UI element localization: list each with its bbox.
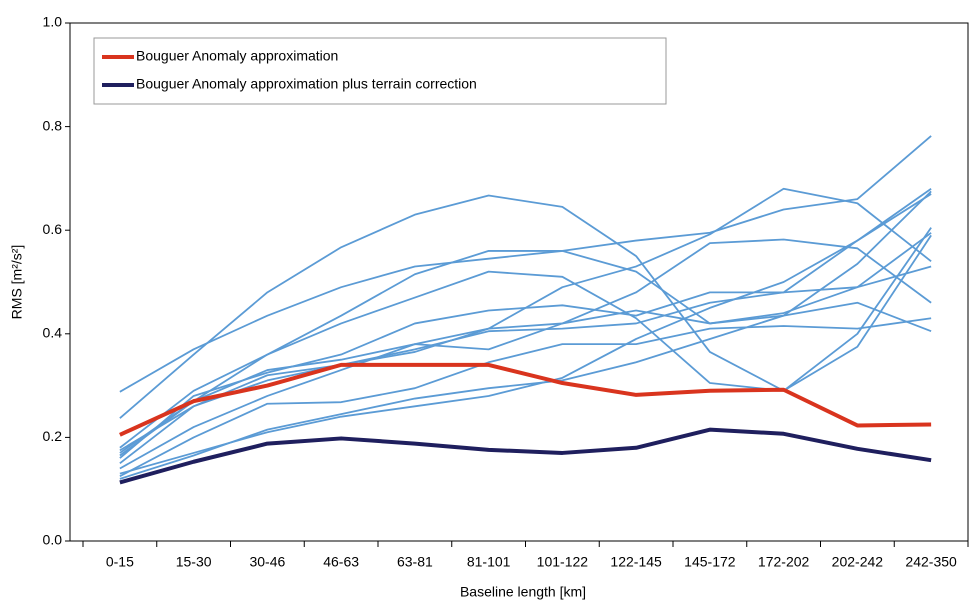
series-line <box>119 427 932 485</box>
y-axis-label: RMS [m²/s²] <box>9 245 25 320</box>
y-tick-label: 0.8 <box>43 117 63 133</box>
sample-line <box>119 265 932 459</box>
sample-line <box>119 187 932 452</box>
x-tick-label: 122-145 <box>610 554 662 570</box>
sample-line <box>119 193 932 475</box>
x-tick-label: 30-46 <box>249 554 285 570</box>
sample-line <box>119 194 932 419</box>
x-axis-label: Baseline length [km] <box>460 584 586 600</box>
x-tick-label: 202-242 <box>832 554 884 570</box>
sample-line <box>119 190 932 480</box>
sample-line <box>119 301 932 470</box>
sample-line <box>119 188 932 465</box>
legend-box <box>93 37 667 105</box>
y-tick-label: 0.6 <box>43 221 63 237</box>
sample-line <box>119 234 932 449</box>
sample-line <box>119 238 932 457</box>
x-tick-label: 15-30 <box>176 554 212 570</box>
series-line <box>119 362 932 437</box>
x-tick-label: 81-101 <box>467 554 511 570</box>
plot-frame <box>69 22 969 542</box>
legend-label: Bouguer Anomaly approximation <box>136 48 338 64</box>
sample-line <box>119 232 932 454</box>
x-tick-label: 145-172 <box>684 554 736 570</box>
y-tick-label: 0.2 <box>43 428 63 444</box>
x-tick-label: 242-350 <box>905 554 957 570</box>
x-tick-label: 101-122 <box>537 554 589 570</box>
x-tick-label: 46-63 <box>323 554 359 570</box>
x-tick-label: 172-202 <box>758 554 810 570</box>
y-tick-label: 0.4 <box>43 325 63 341</box>
sample-line <box>119 317 932 478</box>
x-tick-label: 0-15 <box>106 554 134 570</box>
y-tick-label: 1.0 <box>43 14 63 30</box>
x-tick-label: 63-81 <box>397 554 433 570</box>
sample-line <box>119 135 932 393</box>
legend-label: Bouguer Anomaly approximation plus terra… <box>136 76 477 92</box>
y-tick-label: 0.0 <box>43 532 63 548</box>
